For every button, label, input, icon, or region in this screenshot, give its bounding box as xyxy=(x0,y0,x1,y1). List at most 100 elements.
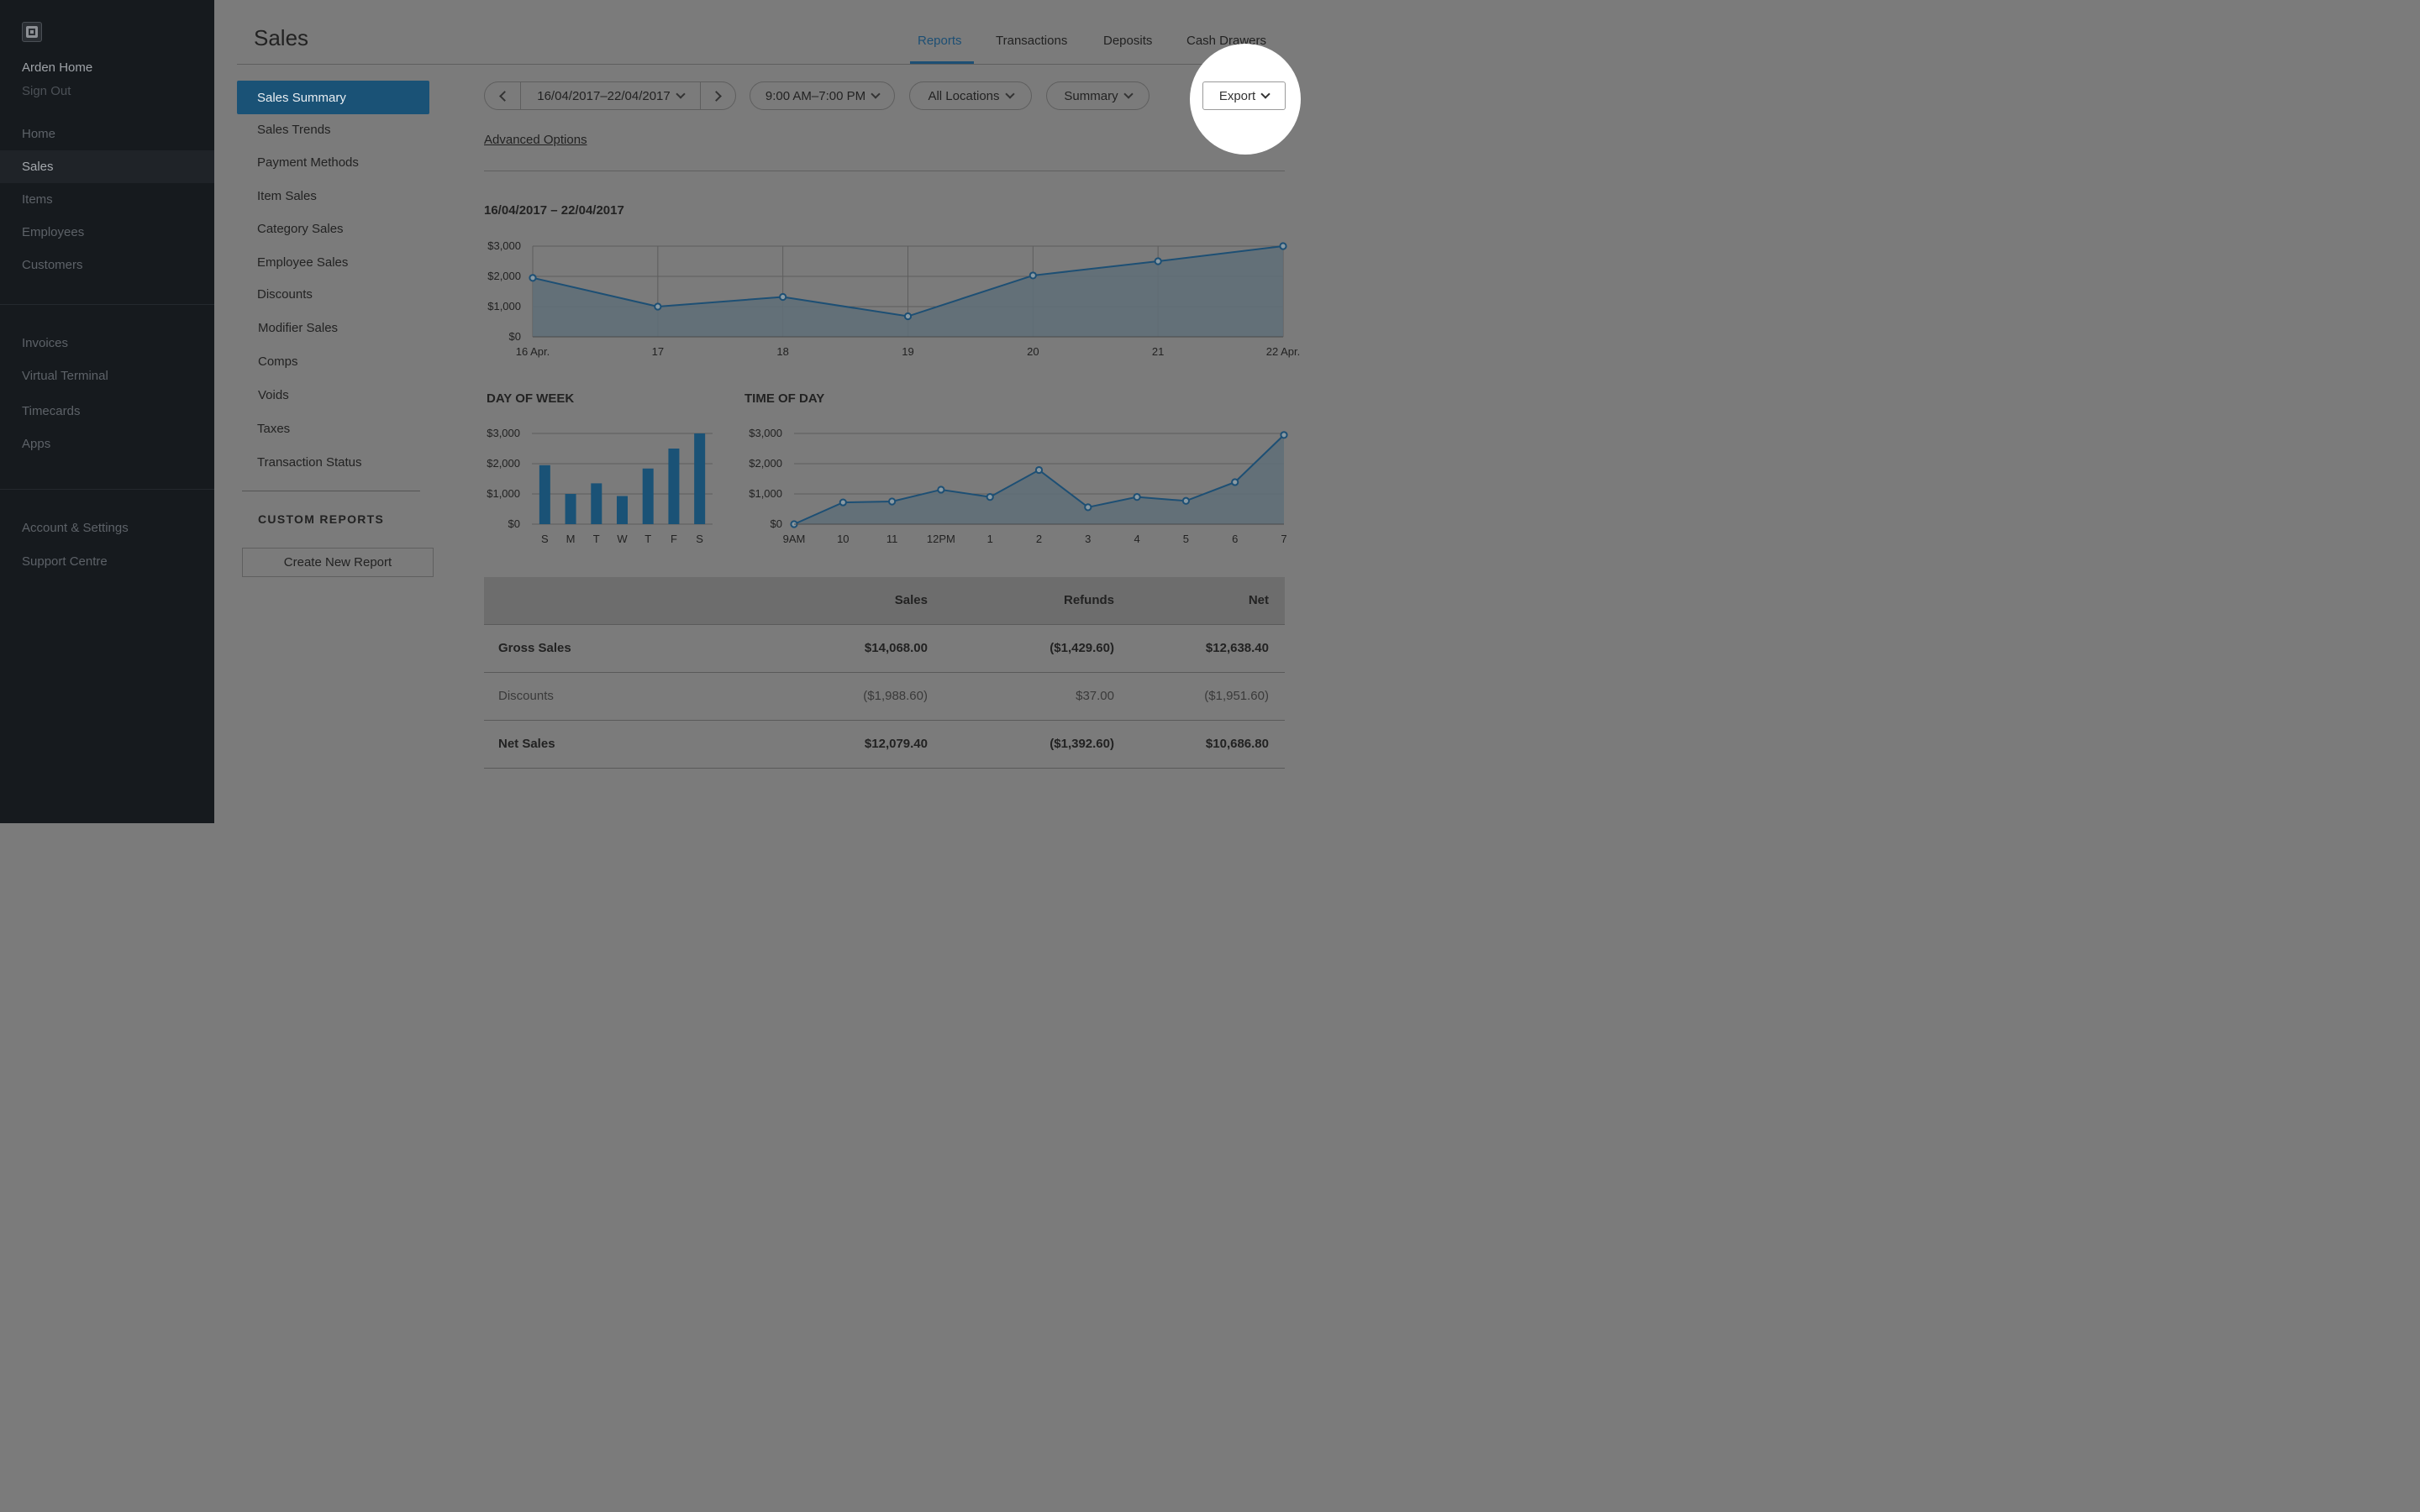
square-logo-icon[interactable] xyxy=(22,22,42,42)
cell-net: $10,686.80 xyxy=(1205,737,1269,751)
sidebar-item-support-centre[interactable]: Support Centre xyxy=(22,554,108,569)
data-point xyxy=(888,497,897,506)
subnav-item-transaction-status[interactable]: Transaction Status xyxy=(257,455,362,470)
y-tick-label: $2,000 xyxy=(487,457,520,470)
business-name: Arden Home xyxy=(22,60,93,75)
subnav-item-item-sales[interactable]: Item Sales xyxy=(257,189,317,203)
tab-reports[interactable]: Reports xyxy=(918,34,962,48)
sidebar-item-customers[interactable]: Customers xyxy=(22,258,83,272)
create-new-report-button[interactable]: Create New Report xyxy=(242,548,434,577)
y-tick-label: $1,000 xyxy=(749,487,782,500)
y-tick-label: $3,000 xyxy=(749,427,782,439)
y-tick-label: $0 xyxy=(771,517,782,530)
sidebar-item-account-settings[interactable]: Account & Settings xyxy=(22,521,129,535)
data-point xyxy=(1084,503,1092,512)
column-header-sales: Sales xyxy=(894,593,928,607)
day-of-week-chart: $3,000 $2,000 $1,000 $0 S M T W T F S xyxy=(487,427,713,545)
x-tick-label: 16 Apr. xyxy=(516,345,550,358)
date-range-picker: 16/04/2017–22/04/2017 xyxy=(484,81,736,110)
daily-sales-chart: $3,000 $2,000 $1,000 $0 16 Apr. 17 18 19 20 21 22 … xyxy=(487,239,1300,358)
y-tick-label: $1,000 xyxy=(487,300,521,312)
x-tick-label: 3 xyxy=(1085,533,1091,545)
export-button[interactable]: Export xyxy=(1202,81,1286,110)
sidebar-item-virtual-terminal[interactable]: Virtual Terminal xyxy=(22,369,108,383)
subnav-item-comps[interactable]: Comps xyxy=(258,354,298,369)
area-fill xyxy=(794,434,1284,524)
active-tab-indicator xyxy=(910,61,974,65)
x-tick-label: 4 xyxy=(1134,533,1139,545)
x-tick-label: 11 xyxy=(886,533,898,545)
data-point xyxy=(1279,242,1287,250)
previous-range-button[interactable] xyxy=(485,82,521,109)
x-tick-label: W xyxy=(617,533,628,545)
advanced-options-link[interactable]: Advanced Options xyxy=(484,133,587,147)
subnav-item-voids[interactable]: Voids xyxy=(258,388,289,402)
view-dropdown[interactable]: Summary xyxy=(1046,81,1150,110)
day-of-week-heading: DAY OF WEEK xyxy=(487,391,575,406)
subnav-item-modifier-sales[interactable]: Modifier Sales xyxy=(258,321,339,335)
sign-out-link[interactable]: Sign Out xyxy=(22,84,71,98)
row-label: Discounts xyxy=(498,689,554,703)
x-tick-label: 2 xyxy=(1036,533,1042,545)
cell-sales: $14,068.00 xyxy=(864,641,928,655)
bar xyxy=(642,468,654,524)
date-range-value: 16/04/2017–22/04/2017 xyxy=(537,88,671,103)
subnav-item-employee-sales[interactable]: Employee Sales xyxy=(257,255,349,270)
subnav-item-category-sales[interactable]: Category Sales xyxy=(257,222,344,236)
y-tick-label: $0 xyxy=(508,517,520,530)
sidebar-item-invoices[interactable]: Invoices xyxy=(22,336,69,350)
page-title: Sales xyxy=(254,25,309,50)
chevron-down-icon xyxy=(871,89,881,99)
x-tick-label: 6 xyxy=(1232,533,1238,545)
data-point xyxy=(937,486,945,494)
sidebar-item-employees[interactable]: Employees xyxy=(22,225,85,239)
subnav-item-sales-summary[interactable]: Sales Summary xyxy=(257,91,346,105)
x-tick-label: 22 Apr. xyxy=(1266,345,1300,358)
column-header-net: Net xyxy=(1248,593,1269,607)
x-tick-label: 21 xyxy=(1152,345,1164,358)
sidebar-item-items[interactable]: Items xyxy=(22,192,53,207)
tab-deposits[interactable]: Deposits xyxy=(1103,34,1153,48)
table-header: Sales Refunds Net xyxy=(484,577,1285,625)
table-row: Discounts ($1,988.60) $37.00 ($1,951.60) xyxy=(484,673,1285,721)
y-tick-label: $0 xyxy=(509,330,521,343)
subnav-item-discounts[interactable]: Discounts xyxy=(257,287,313,302)
sidebar-item-sales[interactable]: Sales xyxy=(0,150,214,183)
sales-summary-table: Sales Refunds Net Gross Sales $14,068.00… xyxy=(484,577,1285,769)
subnav-item-sales-trends[interactable]: Sales Trends xyxy=(257,123,331,137)
y-tick-label: $1,000 xyxy=(487,487,520,500)
view-value: Summary xyxy=(1064,88,1118,103)
next-range-button[interactable] xyxy=(701,82,735,109)
time-range-dropdown[interactable]: 9:00 AM–7:00 PM xyxy=(750,81,895,110)
data-point xyxy=(654,302,662,311)
data-point xyxy=(839,498,847,507)
sidebar-item-timecards[interactable]: Timecards xyxy=(22,404,81,418)
subnav-item-taxes[interactable]: Taxes xyxy=(257,422,291,436)
x-tick-label: 12PM xyxy=(927,533,955,545)
chevron-down-icon xyxy=(676,89,686,99)
time-range-value: 9:00 AM–7:00 PM xyxy=(765,88,866,103)
sidebar-item-apps[interactable]: Apps xyxy=(22,437,51,451)
tab-transactions[interactable]: Transactions xyxy=(996,34,1068,48)
sidebar-item-home[interactable]: Home xyxy=(22,127,56,141)
sidebar: Arden Home Sign Out Home Sales Items Emp… xyxy=(0,0,214,823)
row-label: Gross Sales xyxy=(498,641,571,655)
date-range-dropdown[interactable]: 16/04/2017–22/04/2017 xyxy=(521,82,701,109)
bar xyxy=(694,433,706,524)
x-tick-label: S xyxy=(696,533,703,545)
data-point xyxy=(1280,431,1288,439)
x-tick-label: 10 xyxy=(837,533,849,545)
x-tick-label: 17 xyxy=(652,345,664,358)
chevron-right-icon xyxy=(711,90,722,102)
data-point xyxy=(1231,478,1239,486)
y-tick-label: $3,000 xyxy=(487,239,521,252)
x-tick-label: S xyxy=(541,533,549,545)
time-of-day-heading: TIME OF DAY xyxy=(744,391,825,406)
export-label: Export xyxy=(1218,88,1256,103)
x-tick-label: 18 xyxy=(776,345,788,358)
subnav-item-payment-methods[interactable]: Payment Methods xyxy=(257,155,359,170)
location-dropdown[interactable]: All Locations xyxy=(909,81,1032,110)
row-label: Net Sales xyxy=(498,737,555,751)
bar xyxy=(565,494,576,524)
